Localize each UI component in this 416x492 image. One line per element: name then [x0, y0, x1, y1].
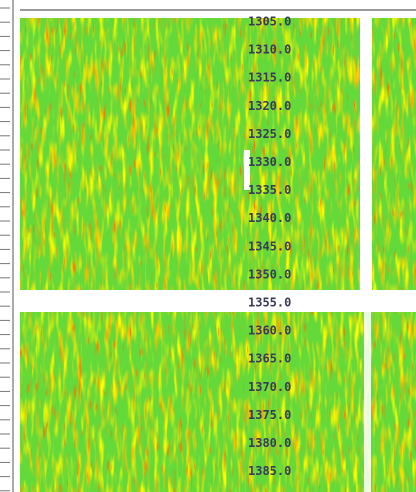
- image-texture: [20, 18, 416, 290]
- depth-label: 1335.0: [248, 183, 291, 197]
- image-gap: [244, 150, 250, 190]
- image-upper: [20, 18, 416, 290]
- depth-label: 1340.0: [248, 211, 291, 225]
- image-gap: [364, 312, 371, 492]
- depth-label: 1345.0: [248, 239, 291, 253]
- depth-label: 1385.0: [248, 464, 291, 478]
- image-lower: [20, 312, 416, 492]
- image-texture: [20, 312, 416, 492]
- depth-label: 1355.0: [248, 296, 291, 310]
- depth-label: 1370.0: [248, 380, 291, 394]
- image-gap: [360, 18, 372, 290]
- scale-ticks: [0, 7, 10, 492]
- depth-label: 1360.0: [248, 324, 291, 338]
- image-gap: [20, 290, 416, 312]
- depth-label: 1365.0: [248, 352, 291, 366]
- depth-label: 1375.0: [248, 408, 291, 422]
- depth-label: 1320.0: [248, 99, 291, 113]
- depth-label: 1305.0: [248, 15, 291, 29]
- depth-label: 1330.0: [248, 155, 291, 169]
- depth-label: 1310.0: [248, 43, 291, 57]
- depth-label: 1380.0: [248, 436, 291, 450]
- depth-label: 1325.0: [248, 127, 291, 141]
- depth-labels: 1305.0 1310.0 1315.0 1320.0 1325.0 1330.0 1335…: [248, 15, 291, 479]
- depth-label: 1315.0: [248, 71, 291, 85]
- depth-label: 1350.0: [248, 267, 291, 281]
